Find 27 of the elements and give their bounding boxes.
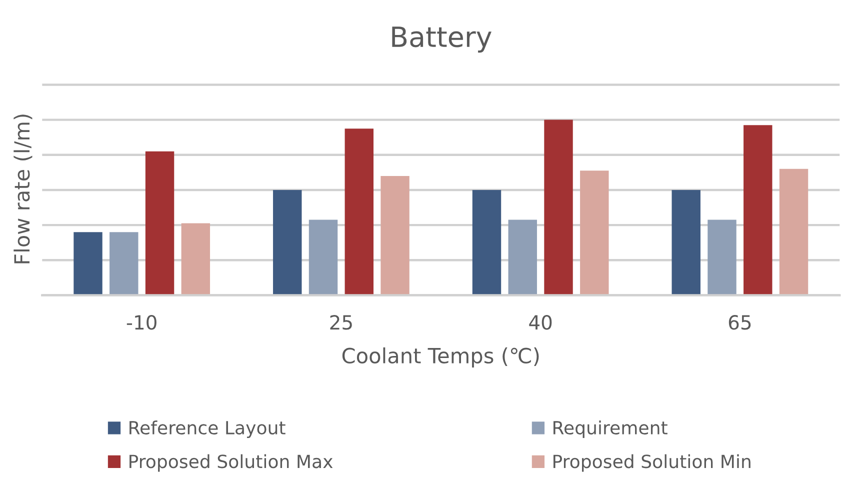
bar	[744, 125, 772, 296]
legend-label: Reference Layout	[130, 420, 286, 438]
chart-title: Battery	[392, 26, 492, 53]
bar	[580, 170, 609, 296]
bar	[308, 220, 338, 296]
bar	[344, 128, 374, 296]
bar	[145, 151, 174, 296]
bar	[273, 190, 302, 296]
y-axis-title: Flow rate (l/m)	[14, 114, 32, 264]
x-tick-label: 25	[330, 315, 352, 330]
bar	[779, 168, 808, 296]
legend-label: Proposed Solution Min	[554, 454, 750, 472]
x-tick-label: -10	[126, 315, 156, 330]
bar	[181, 223, 210, 296]
x-tick-label: 40	[529, 315, 552, 330]
bar	[74, 232, 102, 296]
bar	[472, 190, 502, 296]
bar	[544, 120, 573, 296]
x-axis-title: Coolant Temps (℃)	[342, 347, 539, 368]
legend-label: Proposed Solution Max	[130, 454, 333, 472]
bar	[672, 190, 700, 296]
bar	[380, 176, 410, 296]
legend-label: Requirement	[554, 420, 668, 438]
bar	[708, 220, 736, 296]
bar	[508, 220, 537, 296]
x-tick-label: 65	[728, 315, 751, 330]
bar	[110, 232, 138, 296]
